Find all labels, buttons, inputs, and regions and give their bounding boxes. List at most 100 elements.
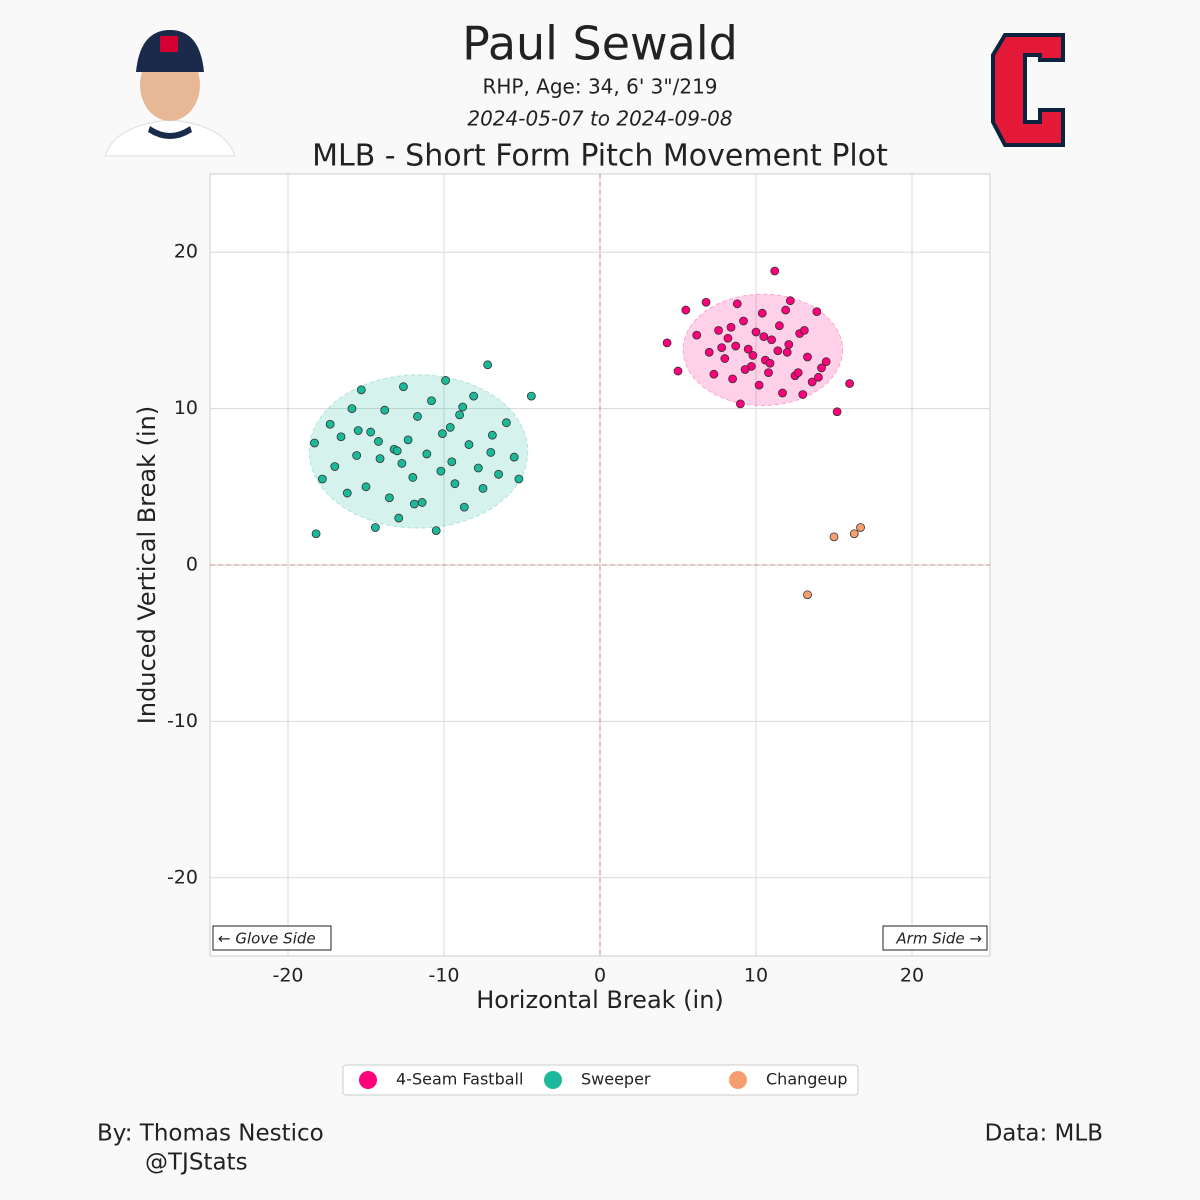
pitch-point	[394, 513, 404, 523]
pitch-point	[849, 529, 859, 539]
pitch-point	[409, 499, 419, 509]
pitch-point	[330, 462, 340, 471]
pitch-point	[845, 379, 854, 388]
pitch-point	[709, 369, 719, 379]
pitch-point	[352, 451, 362, 460]
pitch-point	[784, 340, 794, 349]
pitch-point	[778, 388, 787, 398]
pitch-point	[798, 390, 808, 399]
legend-marker	[359, 1071, 377, 1089]
plot-title: MLB - Short Form Pitch Movement Plot	[312, 139, 888, 174]
pitch-point	[782, 347, 792, 357]
x-tick-label: 20	[900, 965, 924, 987]
pitch-point	[478, 483, 488, 493]
pitch-point	[501, 418, 511, 428]
pitch-point	[417, 498, 427, 507]
pitch-point	[366, 427, 376, 437]
pitch-point	[714, 325, 723, 335]
pitch-point	[445, 422, 455, 432]
pitch-point	[751, 327, 761, 337]
pitch-point	[781, 305, 791, 315]
annotation-box	[212, 925, 332, 951]
pitch-point	[773, 346, 783, 356]
pitch-point	[336, 432, 346, 442]
pitch-point	[817, 363, 826, 373]
annotation-box	[882, 925, 988, 951]
pitch-point	[748, 351, 758, 360]
pitch-point	[701, 297, 711, 307]
x-tick-label: 10	[744, 965, 768, 987]
pitch-point	[526, 391, 536, 401]
date-range: 2024-05-07 to 2024-09-08	[467, 107, 732, 131]
pitch-point	[759, 332, 769, 342]
pitch-point	[717, 343, 727, 353]
pitch-point	[450, 479, 460, 489]
pitch-point	[728, 374, 737, 384]
pitch-point	[814, 372, 823, 382]
pitch-point	[413, 412, 422, 421]
pitch-point	[455, 410, 465, 420]
pitch-point	[486, 447, 496, 457]
pitch-point	[803, 352, 812, 362]
y-axis-label: Induced Vertical Break (in)	[133, 406, 161, 724]
pitch-point	[732, 299, 742, 309]
legend-marker	[544, 1071, 562, 1089]
pitch-point	[681, 305, 691, 315]
pitch-point	[374, 437, 383, 446]
credit: @TJStats	[145, 1150, 248, 1176]
pitch-point	[384, 493, 394, 503]
team-logo	[991, 33, 1065, 147]
pitch-point	[353, 426, 363, 435]
pitch-point	[799, 325, 809, 335]
pitch-point	[380, 405, 390, 415]
headshot	[104, 30, 236, 157]
pitch-point	[812, 307, 822, 317]
pitch-point	[494, 469, 504, 479]
y-tick-label: -10	[167, 710, 198, 732]
pitch-point	[793, 368, 803, 378]
pitch-point	[447, 457, 457, 467]
legend-marker	[729, 1071, 747, 1089]
pitch-point	[347, 404, 357, 414]
pitch-point	[436, 466, 446, 476]
pitch-point	[514, 474, 524, 484]
pitch-point	[431, 526, 441, 535]
pitch-point	[856, 523, 865, 532]
pitch-point	[770, 266, 780, 276]
annotation: Arm Side →	[895, 930, 982, 948]
pitch-point	[375, 454, 385, 464]
pitch-point	[765, 358, 775, 368]
pitch-point	[310, 438, 319, 448]
pitch-point	[736, 399, 745, 409]
pitch-point	[803, 590, 812, 600]
pitch-point	[342, 488, 352, 498]
pitch-point	[757, 308, 767, 318]
pitch-point	[361, 482, 371, 492]
pitch-point	[509, 452, 519, 462]
pitch-point	[739, 316, 748, 326]
pitch-point	[397, 458, 407, 468]
pitch-point	[704, 347, 714, 357]
pitch-point	[469, 391, 479, 401]
legend-label: Changeup	[766, 1070, 848, 1089]
x-tick-label: 0	[594, 965, 606, 987]
pitch-point	[785, 296, 795, 306]
pitch-point	[483, 360, 493, 370]
source: Data: MLB	[985, 1121, 1103, 1147]
chart-title: Paul Sewald	[462, 17, 738, 71]
x-tick-label: -10	[428, 965, 459, 987]
pitch-point	[829, 532, 839, 542]
subtitle: RHP, Age: 34, 6' 3"/219	[482, 75, 717, 99]
pitch-point	[325, 419, 335, 429]
pitch-point	[370, 523, 380, 532]
credit: By: Thomas Nestico	[97, 1121, 324, 1147]
pitch-point	[775, 321, 784, 331]
y-tick-label: 20	[174, 241, 198, 263]
pitch-point	[731, 341, 741, 351]
pitch-point	[317, 474, 327, 484]
pitch-point	[726, 322, 736, 332]
pitch-point	[403, 435, 413, 445]
pitch-point	[673, 366, 683, 376]
pitch-point	[392, 446, 402, 456]
